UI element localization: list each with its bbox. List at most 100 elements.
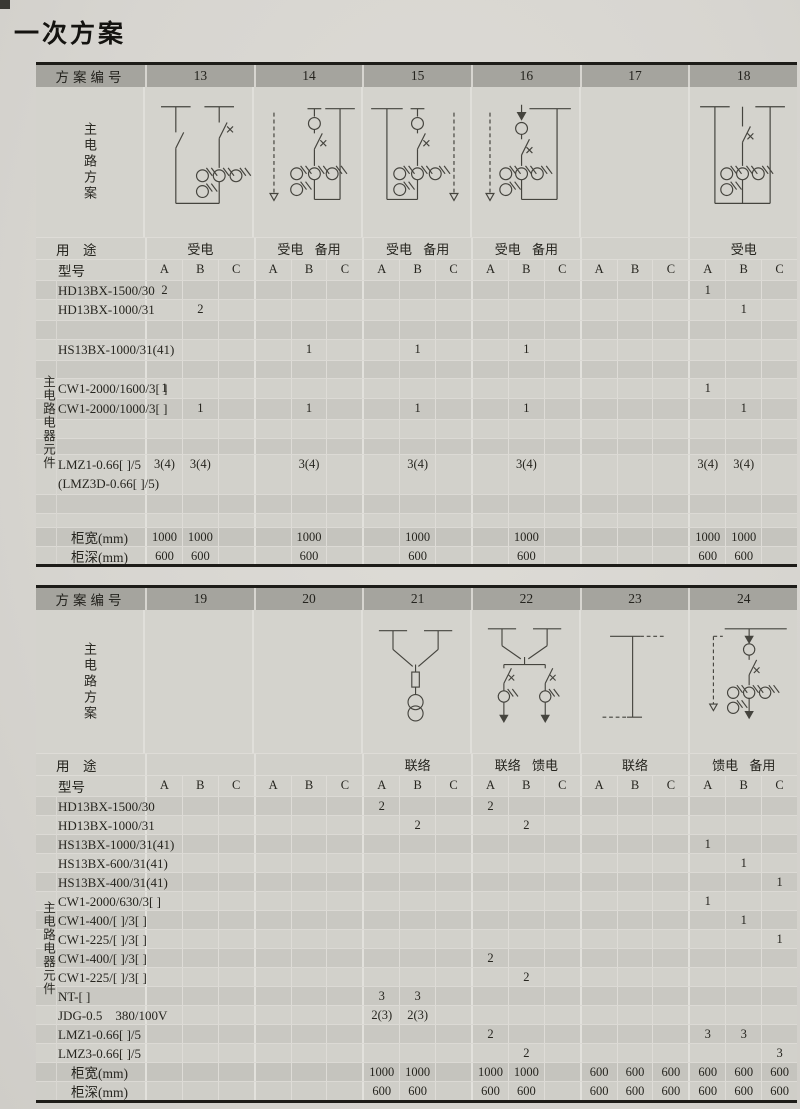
circuit-diagram-scheme-22	[470, 610, 579, 753]
model-name-text: HD13BX-1000/31	[58, 302, 155, 317]
qty-text: 2	[487, 1027, 494, 1041]
qty-cell: 3(4)	[399, 455, 435, 494]
qty-cell	[652, 911, 688, 929]
scheme-values	[579, 987, 689, 1005]
qty-cell	[761, 797, 797, 815]
qty-text: 1	[776, 875, 783, 889]
qty-cell	[147, 968, 182, 986]
scheme-values	[579, 379, 689, 398]
phase-letter: B	[522, 262, 531, 276]
qty-cell	[616, 1025, 653, 1043]
scheme-values	[579, 420, 689, 438]
qty-cell	[435, 321, 471, 339]
table-header-row: 方案编号 19 20 21 22 23 24	[36, 588, 798, 610]
dimension-text: 600	[481, 1084, 500, 1098]
dimension-cell: 600	[690, 547, 725, 564]
qty-text: 3(4)	[733, 457, 755, 471]
model-row	[36, 360, 797, 378]
qty-text: 2	[414, 818, 421, 832]
model-name-text: CW1-225/[ ]/3[ ]	[58, 970, 147, 985]
qty-cell	[217, 300, 254, 320]
scheme-values	[471, 911, 580, 929]
usage-scheme-20	[253, 754, 363, 775]
model-row: JDG-0.5 380/100V 2(3) 2(3)	[36, 1005, 797, 1024]
qty-cell	[364, 300, 399, 320]
scheme-values	[362, 892, 471, 910]
qty-cell	[399, 514, 435, 527]
qty-text: 1	[740, 401, 747, 415]
qty-cell	[399, 1044, 435, 1062]
model-row: LMZ1-0.66[ ]/5 2 3 3	[36, 1024, 797, 1043]
scheme-values	[253, 321, 363, 339]
qty-cell	[543, 873, 580, 891]
scheme-values	[145, 949, 254, 967]
dimension-text: 600	[770, 1065, 789, 1079]
qty-cell	[543, 1044, 580, 1062]
qty-text: 3	[776, 1046, 783, 1060]
scheme-values: 2	[145, 300, 254, 320]
qty-cell	[582, 361, 617, 378]
dimension-cell	[326, 1082, 362, 1100]
qty-cell	[399, 892, 435, 910]
scheme-values	[688, 1006, 797, 1024]
dimension-text: 600	[516, 1084, 536, 1098]
scheme-values: 600 600	[471, 1082, 580, 1100]
phase-col-header: A	[473, 776, 508, 796]
cabinet-dimension-text: 柜深(mm)	[71, 549, 128, 565]
qty-cell	[473, 439, 508, 454]
dimension-cell	[364, 547, 399, 564]
scheme-number-text: 17	[628, 68, 642, 83]
scheme-values	[362, 854, 471, 872]
qty-cell: 2	[181, 300, 218, 320]
qty-cell	[616, 816, 653, 834]
qty-cell	[761, 495, 797, 513]
qty-cell	[690, 495, 725, 513]
scheme-number-text: 21	[410, 591, 425, 606]
qty-cell	[435, 1025, 471, 1043]
dimension-cell: 1000	[473, 1063, 508, 1081]
model-name	[36, 495, 145, 513]
qty-cell	[326, 495, 362, 513]
scheme-values	[145, 854, 254, 872]
qty-cell	[364, 399, 399, 419]
dimension-cell: 600	[507, 547, 544, 564]
dimension-cell: 600	[652, 1082, 688, 1100]
scheme-values: 2	[471, 797, 580, 815]
qty-cell	[256, 911, 291, 929]
qty-cell	[761, 911, 797, 929]
scheme-values	[145, 340, 254, 360]
qty-cell	[582, 455, 617, 494]
scheme-values	[253, 873, 363, 891]
dimension-cell	[217, 528, 254, 546]
dimension-cell: 600	[652, 1063, 688, 1081]
dimension-text: 600	[661, 1084, 681, 1098]
scheme-values	[579, 321, 689, 339]
qty-cell	[616, 1044, 653, 1062]
scheme-values	[579, 1044, 689, 1062]
phase-letter: B	[413, 262, 422, 276]
qty-cell	[761, 321, 797, 339]
scheme-values	[579, 281, 689, 299]
scheme-values: 1	[688, 892, 797, 910]
model-name-text: NT-[ ]	[58, 989, 91, 1004]
qty-cell	[217, 495, 254, 513]
qty-cell	[326, 949, 362, 967]
qty-cell	[364, 439, 399, 454]
qty-cell	[326, 892, 362, 910]
qty-cell: 1	[761, 930, 797, 948]
dimension-text: 600	[661, 1065, 681, 1079]
phase-letter: B	[630, 778, 640, 792]
qty-cell	[616, 379, 653, 398]
qty-cell	[582, 873, 617, 891]
qty-cell	[364, 340, 399, 360]
qty-cell	[543, 1025, 580, 1043]
dimension-text: 600	[625, 1065, 645, 1079]
qty-cell	[543, 281, 580, 299]
dimension-cell	[435, 547, 471, 564]
dimension-text: 1000	[296, 530, 322, 544]
qty-cell	[326, 340, 362, 360]
dimension-text: 1000	[513, 530, 539, 544]
model-row: NT-[ ] 3 3	[36, 986, 797, 1005]
scheme-values: 1	[362, 340, 471, 360]
scheme-values: 2	[471, 1044, 580, 1062]
